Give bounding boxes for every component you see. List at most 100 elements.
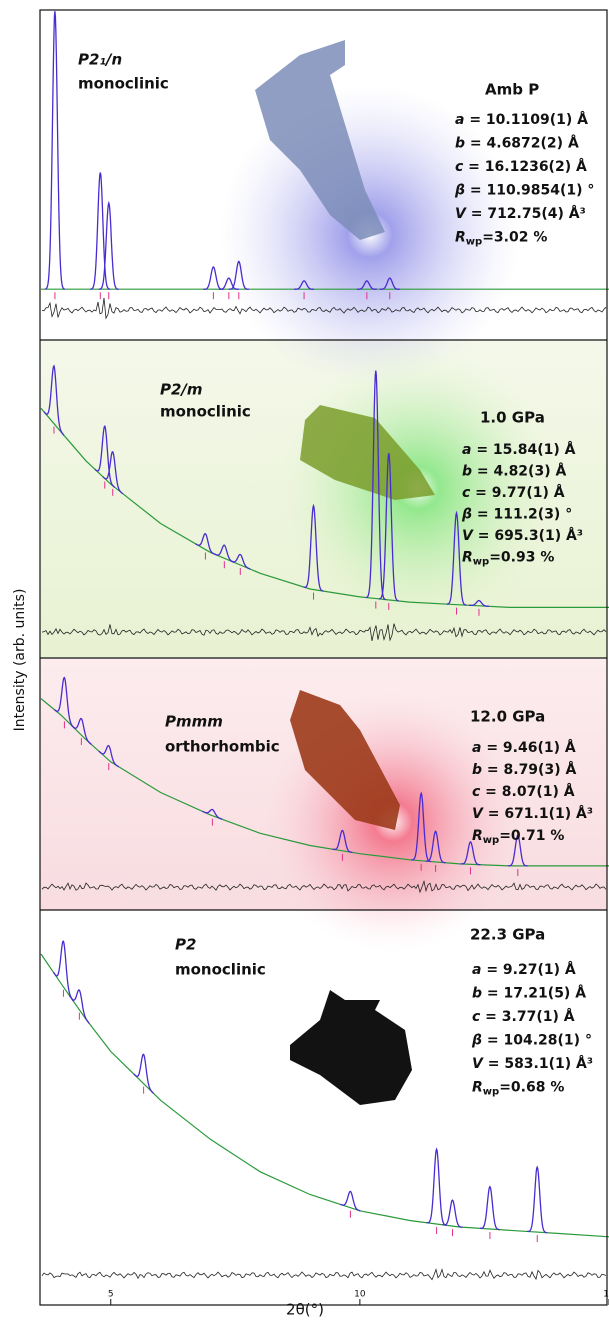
parameter-symbol: c: [472, 784, 481, 800]
crystal-system: monoclinic: [160, 403, 251, 421]
peak: [507, 834, 528, 867]
background-line: [40, 407, 609, 608]
lattice-parameter: b = 4.82(3) Å: [462, 463, 566, 480]
crystal: [300, 405, 435, 500]
peak: [332, 829, 353, 854]
lattice-parameter: a = 15.84(1) Å: [462, 441, 576, 458]
parameter-symbol: R: [472, 828, 483, 844]
lattice-parameter: b = 17.21(5) Å: [472, 985, 586, 1002]
phase-label: P2: [175, 936, 196, 954]
parameter-subscript: wp: [473, 557, 489, 568]
parameter-value: =0.93 %: [489, 550, 554, 566]
peak: [94, 424, 116, 488]
parameter-value: = 671.1(1) Å³: [483, 805, 593, 822]
crystal-system: monoclinic: [175, 961, 266, 979]
background-line: [40, 953, 609, 1238]
lattice-parameter: Rwp=0.71 %: [472, 828, 564, 846]
parameter-value: = 712.75(4) Å³: [466, 205, 586, 222]
parameter-symbol: b: [472, 762, 482, 778]
phase-label: P2/m: [160, 381, 203, 399]
parameter-value: = 4.6872(2) Å: [465, 135, 579, 152]
parameter-symbol: R: [455, 230, 466, 246]
peak: [203, 266, 224, 290]
peak: [68, 989, 90, 1024]
difference-curve: [41, 623, 607, 642]
peak: [411, 791, 432, 863]
parameter-value: = 17.21(5) Å: [482, 985, 586, 1002]
parameter-symbol: R: [472, 1080, 483, 1096]
parameter-symbol: β: [471, 1033, 482, 1049]
frame: [39, 9, 608, 1306]
lattice-parameter: β = 110.9854(1) °: [454, 183, 594, 199]
parameter-value: = 9.46(1) Å: [481, 739, 575, 756]
parameter-value: = 104.28(1) °: [482, 1033, 592, 1049]
peak: [479, 1185, 500, 1231]
parameter-subscript: wp: [466, 237, 482, 248]
lattice-parameter: b = 8.79(3) Å: [472, 761, 576, 778]
parameter-value: = 9.77(1) Å: [470, 484, 564, 501]
peak: [378, 453, 399, 602]
lattice-parameter: c = 8.07(1) Å: [472, 783, 575, 800]
parameter-value: = 3.77(1) Å: [480, 1008, 574, 1025]
phase-label: Pmmm: [165, 713, 223, 731]
parameter-symbol: c: [462, 485, 471, 501]
peak: [44, 11, 66, 290]
crystal-system: orthorhombic: [165, 738, 280, 756]
lattice-parameter: a = 9.46(1) Å: [472, 739, 576, 756]
peak: [340, 1190, 361, 1212]
parameter-symbol: b: [462, 464, 472, 480]
crystal: [290, 990, 412, 1105]
parameter-symbol: V: [462, 528, 474, 544]
peak: [195, 533, 216, 556]
lattice-parameter: Rwp=0.68 %: [472, 1080, 564, 1098]
lattice-parameter: Rwp=0.93 %: [462, 550, 554, 568]
parameter-value: = 4.82(3) Å: [472, 463, 566, 480]
condition-label: Amb P: [485, 81, 539, 99]
difference-curve: [41, 297, 607, 320]
x-tick-label: 5: [108, 1290, 114, 1300]
lattice-parameter: V = 583.1(1) Å³: [472, 1055, 593, 1072]
crystal: [290, 690, 400, 830]
peak: [90, 172, 111, 290]
condition-label: 22.3 GPa: [470, 926, 545, 944]
lattice-parameter: a = 10.1109(1) Å: [455, 111, 588, 128]
parameter-symbol: b: [455, 136, 465, 152]
parameter-subscript: wp: [483, 835, 499, 846]
parameter-symbol: b: [472, 986, 482, 1002]
parameter-value: = 583.1(1) Å³: [483, 1055, 593, 1072]
lattice-parameter: β = 111.2(3) °: [461, 507, 572, 523]
crystal-images: [220, 40, 558, 1105]
parameter-value: = 8.07(1) Å: [480, 783, 574, 800]
y-axis-label: Intensity (arb. units): [12, 589, 28, 732]
phase-label: P2₁/n: [78, 51, 122, 69]
parameter-value: =3.02 %: [482, 230, 547, 246]
parameter-symbol: β: [461, 507, 472, 523]
lattice-parameter: V = 671.1(1) Å³: [472, 805, 593, 822]
peak: [52, 940, 74, 1002]
peak: [425, 830, 446, 864]
parameter-symbol: V: [472, 1056, 484, 1072]
lattice-parameter: a = 9.27(1) Å: [472, 961, 576, 978]
lattice-parameter: V = 695.3(1) Å³: [462, 527, 583, 544]
condition-label: 1.0 GPa: [480, 409, 545, 427]
lattice-parameter: c = 9.77(1) Å: [462, 484, 565, 501]
peak: [202, 808, 223, 820]
peak: [218, 277, 239, 290]
peak: [294, 280, 314, 290]
condition-label: 12.0 GPa: [470, 708, 545, 726]
parameter-value: = 110.9854(1) °: [465, 183, 594, 199]
parameter-symbol: a: [462, 442, 471, 458]
peak: [527, 1165, 548, 1234]
parameter-symbol: V: [472, 806, 484, 822]
parameter-symbol: β: [454, 183, 465, 199]
crystal: [255, 40, 385, 240]
parameter-value: =0.71 %: [499, 828, 564, 844]
peak: [442, 1199, 463, 1228]
parameter-value: = 8.79(3) Å: [482, 761, 576, 778]
lattice-parameter: V = 712.75(4) Å³: [455, 205, 586, 222]
difference-curve: [41, 879, 607, 894]
peak: [426, 1147, 447, 1226]
peak: [102, 450, 124, 495]
